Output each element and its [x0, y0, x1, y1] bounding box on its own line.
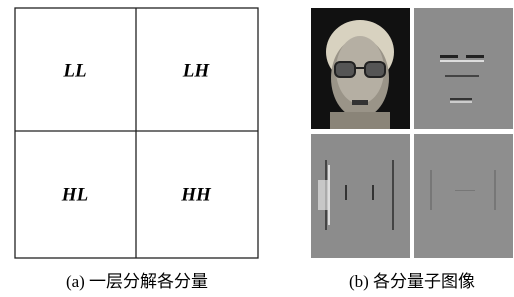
caption: (b) 各分量子图像 — [349, 272, 475, 291]
cell-label: HH — [180, 184, 212, 205]
diagonal-detail-image — [414, 134, 513, 258]
approximation-image — [311, 8, 410, 129]
horizontal-detail-image — [414, 8, 513, 129]
cell-label: LH — [182, 60, 211, 81]
decomposition-grid — [15, 8, 258, 258]
cell-label: LL — [62, 60, 86, 81]
vertical-detail-image — [311, 134, 410, 258]
caption: (a) 一层分解各分量 — [66, 272, 208, 291]
cell-label: HL — [61, 184, 88, 205]
subimages — [311, 8, 513, 258]
figure: LL LH HL HH (a) 一层分解各分量 — [0, 0, 514, 297]
